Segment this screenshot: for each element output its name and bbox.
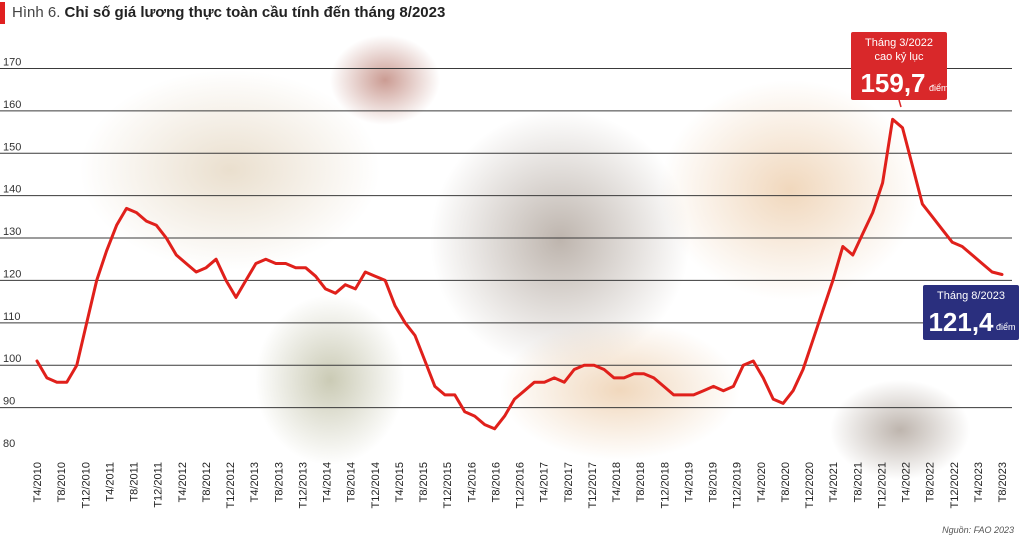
y-tick-label: 150: [3, 141, 21, 153]
latest-annotation: Tháng 8/2023 121,4 điểm: [923, 285, 1019, 340]
latest-annotation-value: 121,4: [928, 307, 994, 337]
x-axis-labels: T4/2010 T8/2010 T12/2010 T4/2011 T8/2011 T12/…: [32, 462, 1009, 508]
peak-annotation-box: [851, 32, 947, 100]
x-tick-label: T4/2015: [394, 462, 406, 502]
x-tick-label: T4/2016: [466, 462, 478, 502]
peak-annotation: Tháng 3/2022 cao kỷ lục 159,7 điểm: [851, 32, 949, 108]
x-tick-label: T12/2014: [370, 462, 382, 508]
x-tick-label: T12/2022: [949, 462, 961, 508]
y-tick-label: 140: [3, 184, 21, 196]
x-tick-label: T8/2010: [56, 462, 68, 502]
x-tick-label: T8/2013: [273, 462, 285, 502]
y-tick-label: 90: [3, 396, 15, 408]
title-accent-bar: [0, 2, 5, 24]
x-tick-label: T8/2020: [780, 462, 792, 502]
series-line: [35, 117, 1004, 431]
x-tick-label: T8/2017: [563, 462, 575, 502]
x-tick-label: T12/2013: [297, 462, 309, 508]
x-tick-label: T8/2014: [346, 462, 358, 502]
x-tick-label: T12/2010: [80, 462, 92, 508]
x-tick-label: T4/2018: [611, 462, 623, 502]
x-tick-label: T12/2016: [515, 462, 527, 508]
x-tick-label: T12/2017: [587, 462, 599, 508]
title-bar: Hình 6. Chỉ số giá lương thực toàn cầu t…: [0, 0, 1024, 26]
x-tick-label: T8/2021: [852, 462, 864, 502]
x-tick-label: T12/2021: [876, 462, 888, 508]
x-tick-label: T8/2023: [997, 462, 1009, 502]
latest-annotation-line1: Tháng 8/2023: [937, 290, 1005, 302]
x-tick-label: T12/2011: [153, 462, 165, 508]
peak-annotation-unit: điểm: [929, 83, 949, 93]
x-tick-label: T8/2016: [490, 462, 502, 502]
y-tick-label: 130: [3, 226, 21, 238]
x-tick-label: T12/2019: [732, 462, 744, 508]
x-tick-label: T8/2012: [201, 462, 213, 502]
x-tick-label: T12/2015: [442, 462, 454, 508]
x-tick-label: T4/2019: [683, 462, 695, 502]
peak-annotation-pointer: [898, 99, 902, 108]
y-tick-label: 170: [3, 56, 21, 68]
y-tick-label: 80: [3, 438, 15, 450]
chart-title: Hình 6. Chỉ số giá lương thực toàn cầu t…: [12, 4, 445, 21]
x-tick-label: T4/2023: [973, 462, 985, 502]
x-tick-label: T4/2020: [756, 462, 768, 502]
title-main: Chỉ số giá lương thực toàn cầu tính đến …: [64, 4, 446, 21]
x-tick-label: T4/2011: [104, 462, 116, 502]
peak-annotation-line2: cao kỷ lục: [875, 51, 924, 63]
x-tick-label: T4/2013: [249, 462, 261, 502]
x-tick-label: T4/2012: [177, 462, 189, 502]
x-tick-label: T8/2019: [708, 462, 720, 502]
x-tick-label: T4/2017: [539, 462, 551, 502]
x-tick-label: T4/2021: [828, 462, 840, 502]
x-tick-label: T12/2018: [659, 462, 671, 508]
y-tick-label: 160: [3, 99, 21, 111]
y-tick-label: 110: [3, 311, 21, 323]
title-prefix: Hình 6.: [12, 4, 61, 21]
background-grain-map: [80, 35, 970, 480]
peak-annotation-value: 159,7: [860, 68, 925, 98]
x-tick-label: T4/2022: [901, 462, 913, 502]
grid-lines: [0, 67, 1012, 409]
y-axis-labels: 80 90 100 110 120 130 140 150 160 170: [3, 56, 21, 450]
y-tick-label: 100: [3, 353, 21, 365]
x-tick-label: T4/2010: [32, 462, 44, 502]
x-tick-label: T12/2012: [225, 462, 237, 508]
x-tick-label: T8/2011: [129, 462, 141, 502]
latest-annotation-box: [923, 285, 1019, 340]
x-tick-label: T8/2022: [925, 462, 937, 502]
peak-annotation-line1: Tháng 3/2022: [865, 37, 933, 49]
x-tick-label: T8/2018: [635, 462, 647, 502]
x-tick-label: T12/2020: [804, 462, 816, 508]
x-tick-label: T8/2015: [418, 462, 430, 502]
x-tick-label: T4/2014: [322, 462, 334, 502]
source-note: Nguồn: FAO 2023: [942, 525, 1014, 535]
y-tick-label: 120: [3, 268, 21, 280]
latest-annotation-unit: điểm: [996, 322, 1016, 332]
